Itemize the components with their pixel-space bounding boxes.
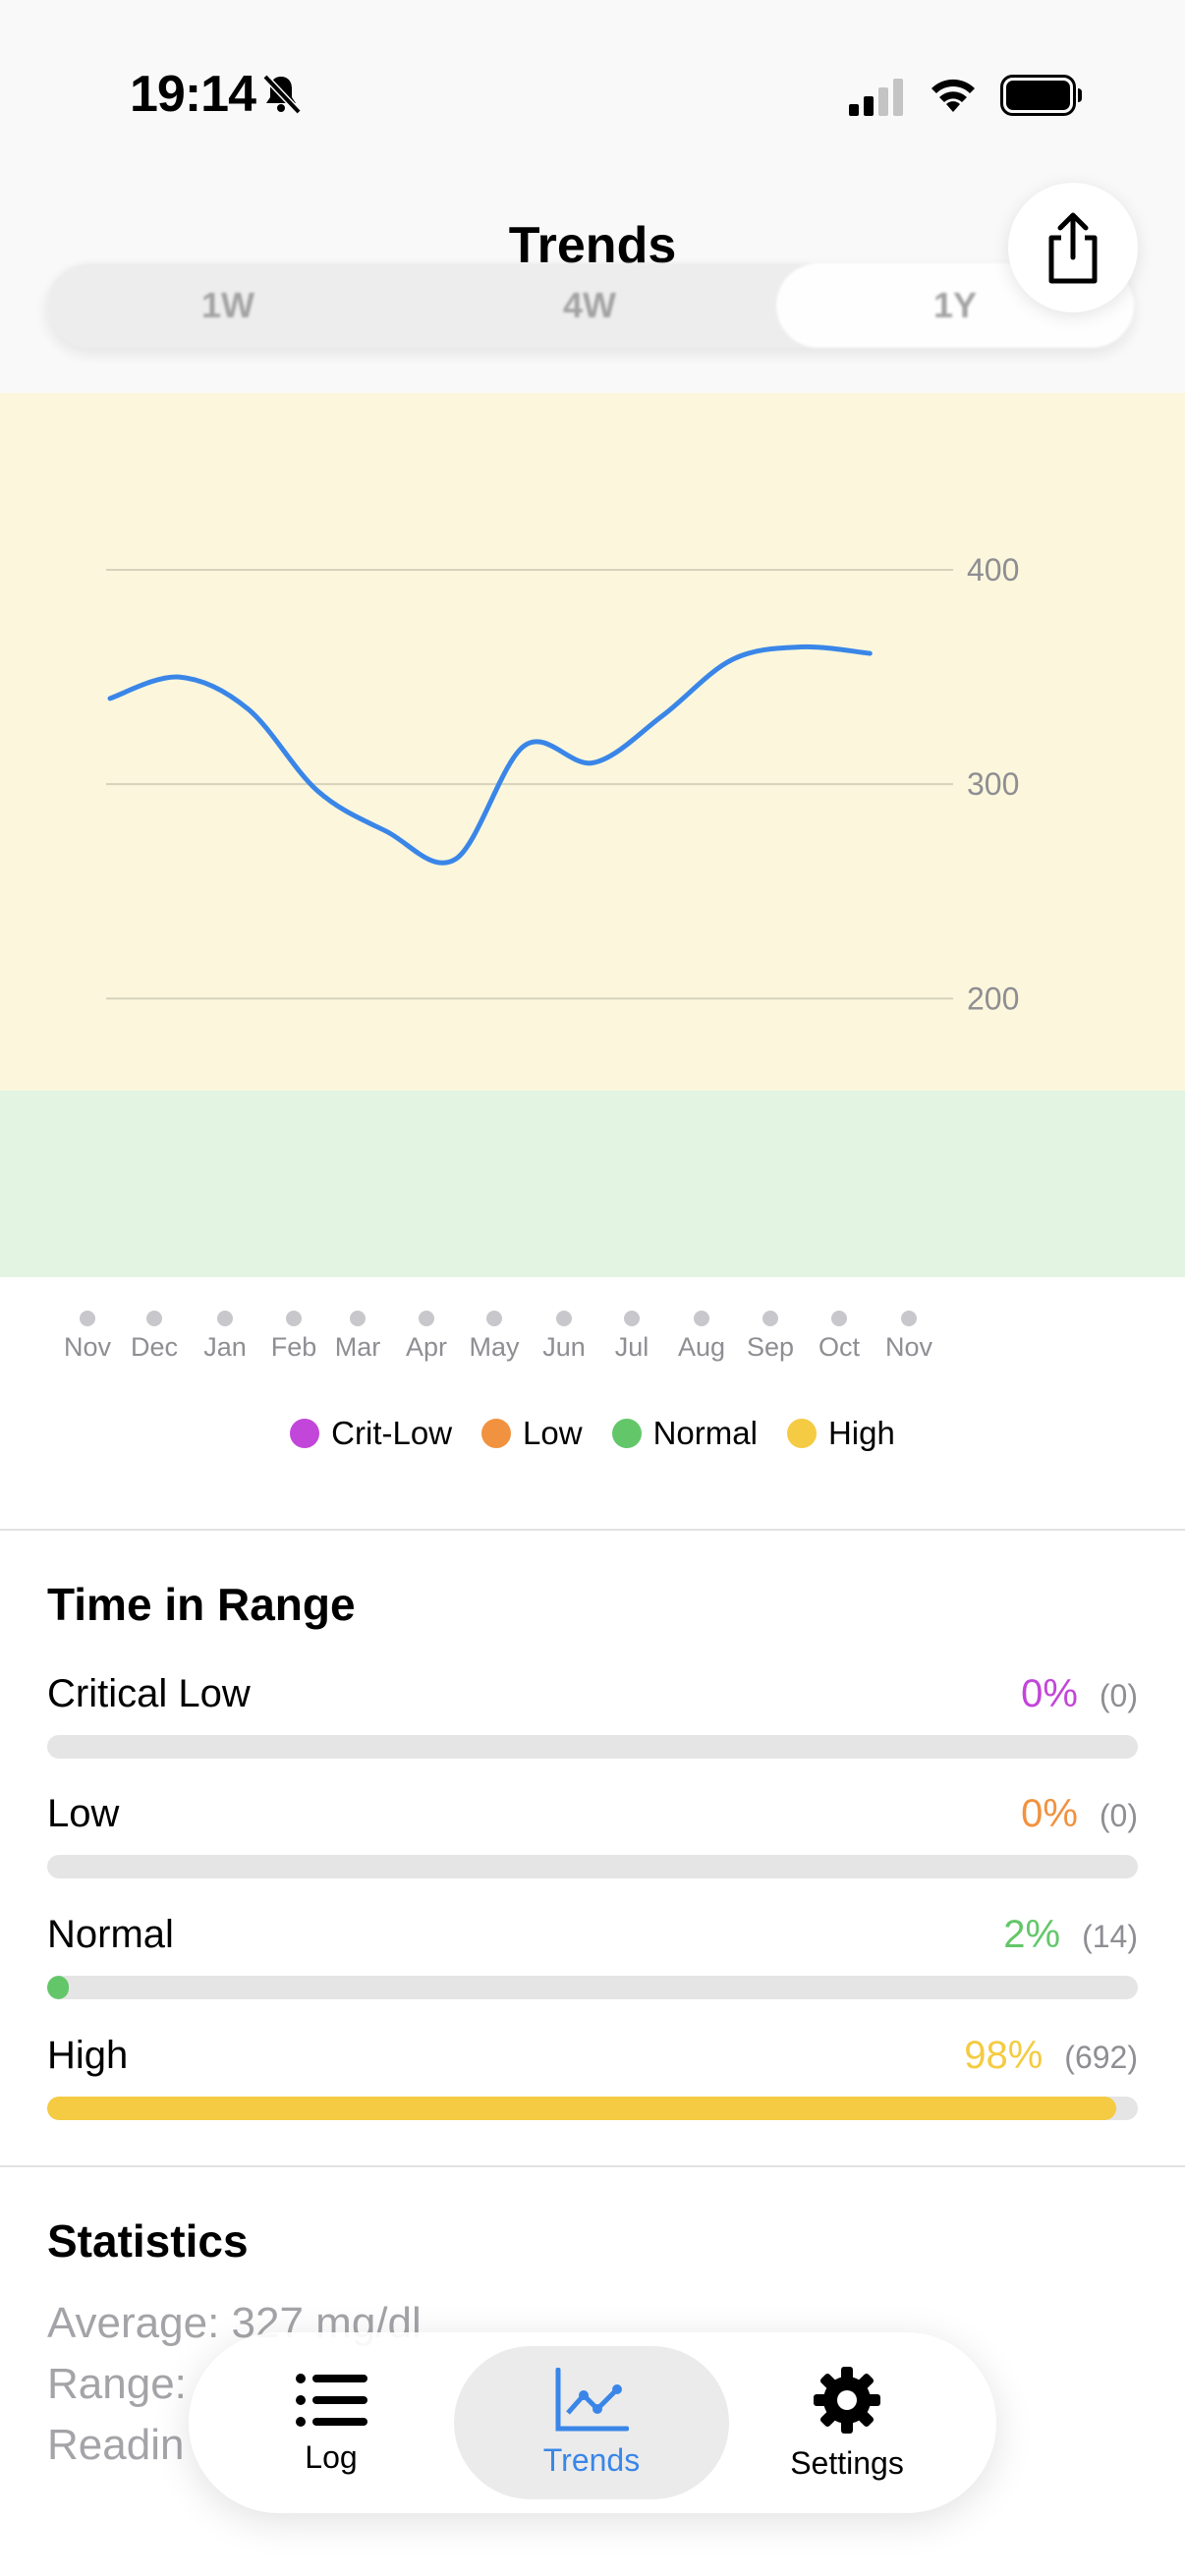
stat-range: Range: — [47, 2360, 187, 2408]
tab-trends-label: Trends — [542, 2441, 641, 2478]
range-percent: 2% — [1003, 1913, 1061, 1956]
segment-1w[interactable]: 1W — [201, 285, 254, 325]
range-percent: 98% — [964, 2034, 1044, 2077]
x-tick-label: May — [469, 1332, 520, 1362]
legend-label: Low — [523, 1415, 583, 1451]
x-tick-label: Feb — [270, 1332, 317, 1362]
divider — [0, 2165, 1185, 2167]
range-progress-fill — [47, 1976, 70, 1999]
month-tick-dot — [419, 1311, 434, 1326]
tab-settings[interactable]: Settings — [759, 2332, 935, 2513]
period-segmented-control: 1W 4W 1Y — [47, 263, 1134, 348]
range-value: 2% (14) — [1003, 1913, 1138, 1957]
x-tick-label: Jan — [203, 1332, 247, 1362]
x-tick-label: Oct — [818, 1332, 861, 1362]
legend-dot — [290, 1419, 320, 1448]
y-tick-label: 300 — [967, 766, 1019, 802]
battery-icon — [1000, 75, 1082, 116]
month-tick-dot — [286, 1311, 302, 1326]
x-tick-label: Sep — [746, 1332, 795, 1362]
range-progress-track — [47, 2097, 1138, 2120]
month-tick-dot — [556, 1311, 572, 1326]
trend-chart: 400 300 200 — [0, 393, 1185, 1277]
month-tick-dot — [901, 1311, 917, 1326]
wifi-icon — [931, 79, 975, 112]
range-progress-track — [47, 1735, 1138, 1759]
list-icon — [296, 2373, 367, 2427]
share-button[interactable] — [1008, 183, 1138, 312]
range-label: Critical Low — [47, 1672, 251, 1715]
month-tick-dot — [694, 1311, 709, 1326]
range-count: (692) — [1064, 2040, 1138, 2075]
legend-label: High — [827, 1415, 895, 1451]
divider — [0, 1529, 1185, 1531]
range-row-high: High 98% (692) — [47, 2034, 1138, 2132]
cellular-signal-icon — [849, 79, 903, 116]
y-tick-label: 200 — [967, 980, 1019, 1016]
bell-slash-icon — [262, 74, 302, 115]
x-tick-label: Nov — [884, 1332, 933, 1362]
time-in-range-title: Time in Range — [47, 1579, 356, 1630]
x-tick-label: Aug — [677, 1332, 726, 1362]
range-row-critical-low: Critical Low 0% (0) — [47, 1672, 1138, 1770]
range-row-normal: Normal 2% (14) — [47, 1913, 1138, 2011]
month-tick-dot — [831, 1311, 847, 1326]
range-progress-track — [47, 1855, 1138, 1878]
legend-dot — [481, 1419, 512, 1448]
legend-item: Normal — [611, 1415, 758, 1452]
month-tick-dot — [350, 1311, 366, 1326]
share-icon — [1048, 212, 1098, 284]
range-percent: 0% — [1021, 1672, 1078, 1715]
range-percent: 0% — [1021, 1792, 1078, 1835]
legend-dot — [611, 1419, 642, 1448]
x-tick-label: Jun — [542, 1332, 586, 1362]
stat-readings: Readin — [47, 2421, 185, 2469]
range-label: Normal — [47, 1913, 174, 1956]
chart-legend: Crit-Low Low Normal High — [0, 1415, 1185, 1452]
tab-settings-label: Settings — [790, 2444, 904, 2481]
legend-label: Normal — [652, 1415, 758, 1451]
month-tick-dot — [146, 1311, 162, 1326]
high-range-band — [0, 393, 1185, 1091]
x-tick-label: Mar — [334, 1332, 381, 1362]
range-label: High — [47, 2034, 129, 2077]
legend-label: Crit-Low — [331, 1415, 453, 1451]
range-progress-fill — [47, 2097, 1116, 2120]
status-time: 19:14 — [130, 66, 256, 123]
legend-item: High — [786, 1415, 895, 1452]
x-tick-label: Apr — [405, 1332, 448, 1362]
range-label: Low — [47, 1792, 120, 1835]
tab-bar: Log Trends Settings — [189, 2332, 996, 2513]
tab-log[interactable]: Log — [248, 2332, 415, 2513]
series-line — [107, 644, 873, 866]
legend-dot — [786, 1419, 817, 1448]
range-row-low: Low 0% (0) — [47, 1792, 1138, 1890]
range-count: (14) — [1082, 1919, 1138, 1954]
month-tick-dot — [762, 1311, 778, 1326]
range-value: 98% (692) — [964, 2034, 1138, 2078]
chart-icon — [555, 2367, 629, 2431]
range-count: (0) — [1099, 1798, 1138, 1833]
gear-icon — [814, 2366, 880, 2434]
normal-range-band — [0, 1091, 1185, 1277]
y-tick-label: 400 — [967, 552, 1019, 588]
statistics-title: Statistics — [47, 2215, 249, 2267]
month-tick-dot — [486, 1311, 502, 1326]
x-tick-label: Dec — [130, 1332, 179, 1362]
range-value: 0% (0) — [1021, 1672, 1138, 1716]
range-value: 0% (0) — [1021, 1792, 1138, 1836]
tab-log-label: Log — [305, 2438, 358, 2475]
x-tick-label: Jul — [614, 1332, 649, 1362]
month-tick-dot — [624, 1311, 640, 1326]
month-tick-dot — [217, 1311, 233, 1326]
range-progress-track — [47, 1976, 1138, 1999]
legend-item: Low — [481, 1415, 583, 1452]
range-count: (0) — [1099, 1678, 1138, 1713]
segment-4w[interactable]: 4W — [563, 285, 616, 325]
x-tick-label: Nov — [63, 1332, 112, 1362]
legend-item: Crit-Low — [290, 1415, 452, 1452]
tab-trends[interactable]: Trends — [454, 2346, 729, 2499]
month-tick-dot — [80, 1311, 95, 1326]
